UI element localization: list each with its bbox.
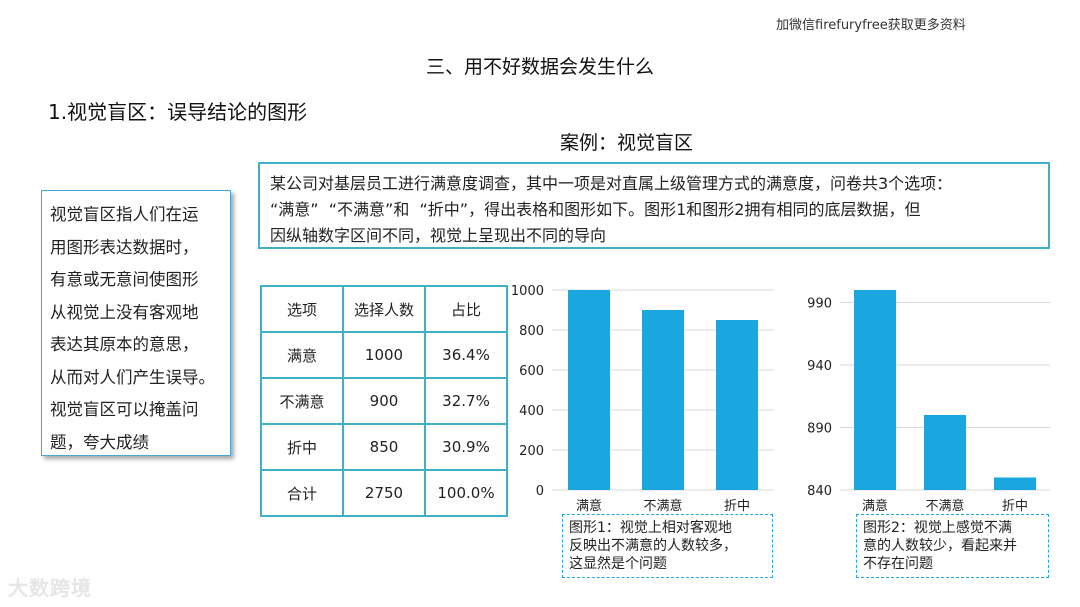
section-title: 三、用不好数据会发生什么: [425, 56, 654, 78]
table-cell: 1000: [342, 331, 426, 379]
x-tick-label: 折中: [724, 499, 750, 512]
table-cell: 合计: [260, 469, 344, 517]
y-tick-label: 840: [807, 484, 832, 499]
brand-logo: 大数跨境: [8, 576, 92, 600]
definition-box: 视觉盲区指人们在运 用图形表达数据时， 有意或无意间使图形 从视觉上没有客观地 …: [41, 190, 231, 456]
table-cell: 满意: [260, 331, 344, 379]
caption-line: 图形1：视觉上相对客观地: [569, 520, 732, 536]
definition-line: 视觉盲区指人们在运: [50, 205, 199, 224]
caption-line: 图形2：视觉上感觉不满: [863, 520, 1012, 536]
x-tick-label: 不满意: [925, 498, 964, 512]
bar: [994, 477, 1036, 490]
caption-line: 反映出不满意的人数较多，: [569, 538, 737, 554]
table-cell: 36.4%: [424, 331, 508, 379]
watermark-text: 加微信firefuryfree获取更多资料: [776, 18, 966, 33]
table-cell: 不满意: [260, 377, 344, 425]
case-line: 某公司对基层员工进行满意度调查，其中一项是对直属上级管理方式的满意度，问卷共3个…: [270, 174, 953, 193]
case-line: 因纵轴数字区间不同，视觉上呈现出不同的导向: [270, 226, 607, 245]
case-description-box: 某公司对基层员工进行满意度调查，其中一项是对直属上级管理方式的满意度，问卷共3个…: [258, 162, 1050, 249]
x-tick-label: 不满意: [643, 498, 682, 512]
y-tick-label: 600: [519, 364, 544, 379]
bar: [924, 415, 966, 490]
caption-line: 这显然是个问题: [569, 556, 667, 572]
y-tick-label: 940: [807, 359, 832, 374]
table-cell: 100.0%: [424, 469, 508, 517]
definition-line: 题，夸大成绩: [50, 432, 149, 452]
y-tick-label: 990: [807, 297, 832, 312]
table-header-cell: 选择人数: [342, 285, 426, 333]
chart-1-caption: 图形1：视觉上相对客观地 反映出不满意的人数较多， 这显然是个问题: [562, 514, 773, 578]
table-cell: 折中: [260, 423, 344, 471]
subtitle: 1.视觉盲区：误导结论的图形: [48, 100, 308, 124]
definition-line: 从视觉上没有客观地: [50, 302, 199, 322]
definition-line: 表达其原本的意思，: [50, 335, 199, 354]
y-tick-label: 400: [519, 404, 544, 419]
bar: [716, 320, 758, 490]
y-tick-label: 890: [807, 422, 832, 437]
definition-line: 有意或无意间使图形: [50, 270, 199, 289]
table-cell: 2750: [342, 469, 426, 517]
caption-line: 不存在问题: [863, 556, 933, 572]
survey-table: 选项 选择人数 占比 满意 1000 36.4% 不满意 900 32.7% 折…: [260, 285, 508, 517]
table-header-cell: 选项: [260, 285, 344, 333]
table-cell: 850: [342, 423, 426, 471]
x-tick-label: 满意: [576, 498, 602, 512]
bar-chart-1: 0 200 400 600 800 1000 满意 不满意 折中: [511, 284, 774, 512]
definition-line: 视觉盲区可以掩盖问: [50, 400, 199, 419]
table-row: 不满意 900 32.7%: [260, 377, 508, 425]
case-line: “满意” “不满意”和 “折中”，得出表格和图形如下。图形1和图形2拥有相同的底…: [270, 200, 921, 219]
bar: [642, 310, 684, 490]
y-tick-label: 1000: [511, 284, 544, 299]
chart-2-caption: 图形2：视觉上感觉不满 意的人数较少，看起来并 不存在问题: [856, 514, 1049, 578]
table-header-cell: 占比: [424, 285, 508, 333]
definition-line: 从而对人们产生误导。: [50, 367, 215, 387]
x-tick-label: 满意: [862, 498, 888, 512]
bar: [854, 290, 896, 490]
definition-line: 用图形表达数据时，: [50, 237, 199, 257]
y-tick-label: 800: [519, 324, 544, 339]
table-row: 合计 2750 100.0%: [260, 469, 508, 517]
y-tick-label: 0: [536, 484, 544, 499]
table-cell: 30.9%: [424, 423, 508, 471]
case-title: 案例：视觉盲区: [560, 132, 694, 154]
bar: [568, 290, 610, 490]
y-tick-label: 200: [519, 444, 544, 459]
x-tick-label: 折中: [1002, 499, 1028, 512]
table-row: 折中 850 30.9%: [260, 423, 508, 471]
table-cell: 32.7%: [424, 377, 508, 425]
bar-chart-2: 840 890 940 990 满意 不满意 折中: [807, 290, 1050, 512]
caption-line: 意的人数较少，看起来并: [863, 538, 1017, 554]
table-cell: 900: [342, 377, 426, 425]
table-header-row: 选项 选择人数 占比: [260, 285, 508, 333]
table-row: 满意 1000 36.4%: [260, 331, 508, 379]
